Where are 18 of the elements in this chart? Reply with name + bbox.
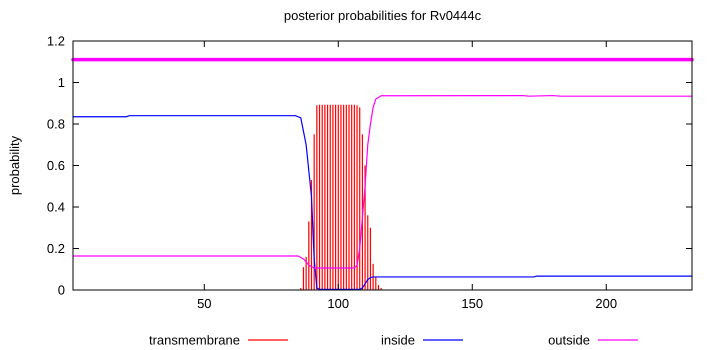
y-axis-title: probability <box>7 135 22 196</box>
chart-title: posterior probabilities for Rv0444c <box>284 8 482 23</box>
legend-label: outside <box>548 332 590 348</box>
x-tick-label: 200 <box>595 296 618 311</box>
y-tick-label: 0 <box>58 282 65 298</box>
line-series <box>72 115 693 290</box>
legend-label: inside <box>381 332 415 348</box>
line-series <box>72 94 693 269</box>
x-tick-label: 50 <box>197 296 212 311</box>
y-tick-label: 0.2 <box>46 241 65 256</box>
y-tick-label: 0.6 <box>46 158 65 174</box>
y-tick-label: 1 <box>58 75 65 90</box>
legend-label: transmembrane <box>148 332 240 348</box>
y-tick-label: 1.2 <box>46 34 65 49</box>
y-tick-label: 0.4 <box>46 200 65 215</box>
x-tick-label: 100 <box>327 296 350 311</box>
x-tick-label: 150 <box>461 296 484 311</box>
y-tick-label: 0.8 <box>46 116 65 132</box>
